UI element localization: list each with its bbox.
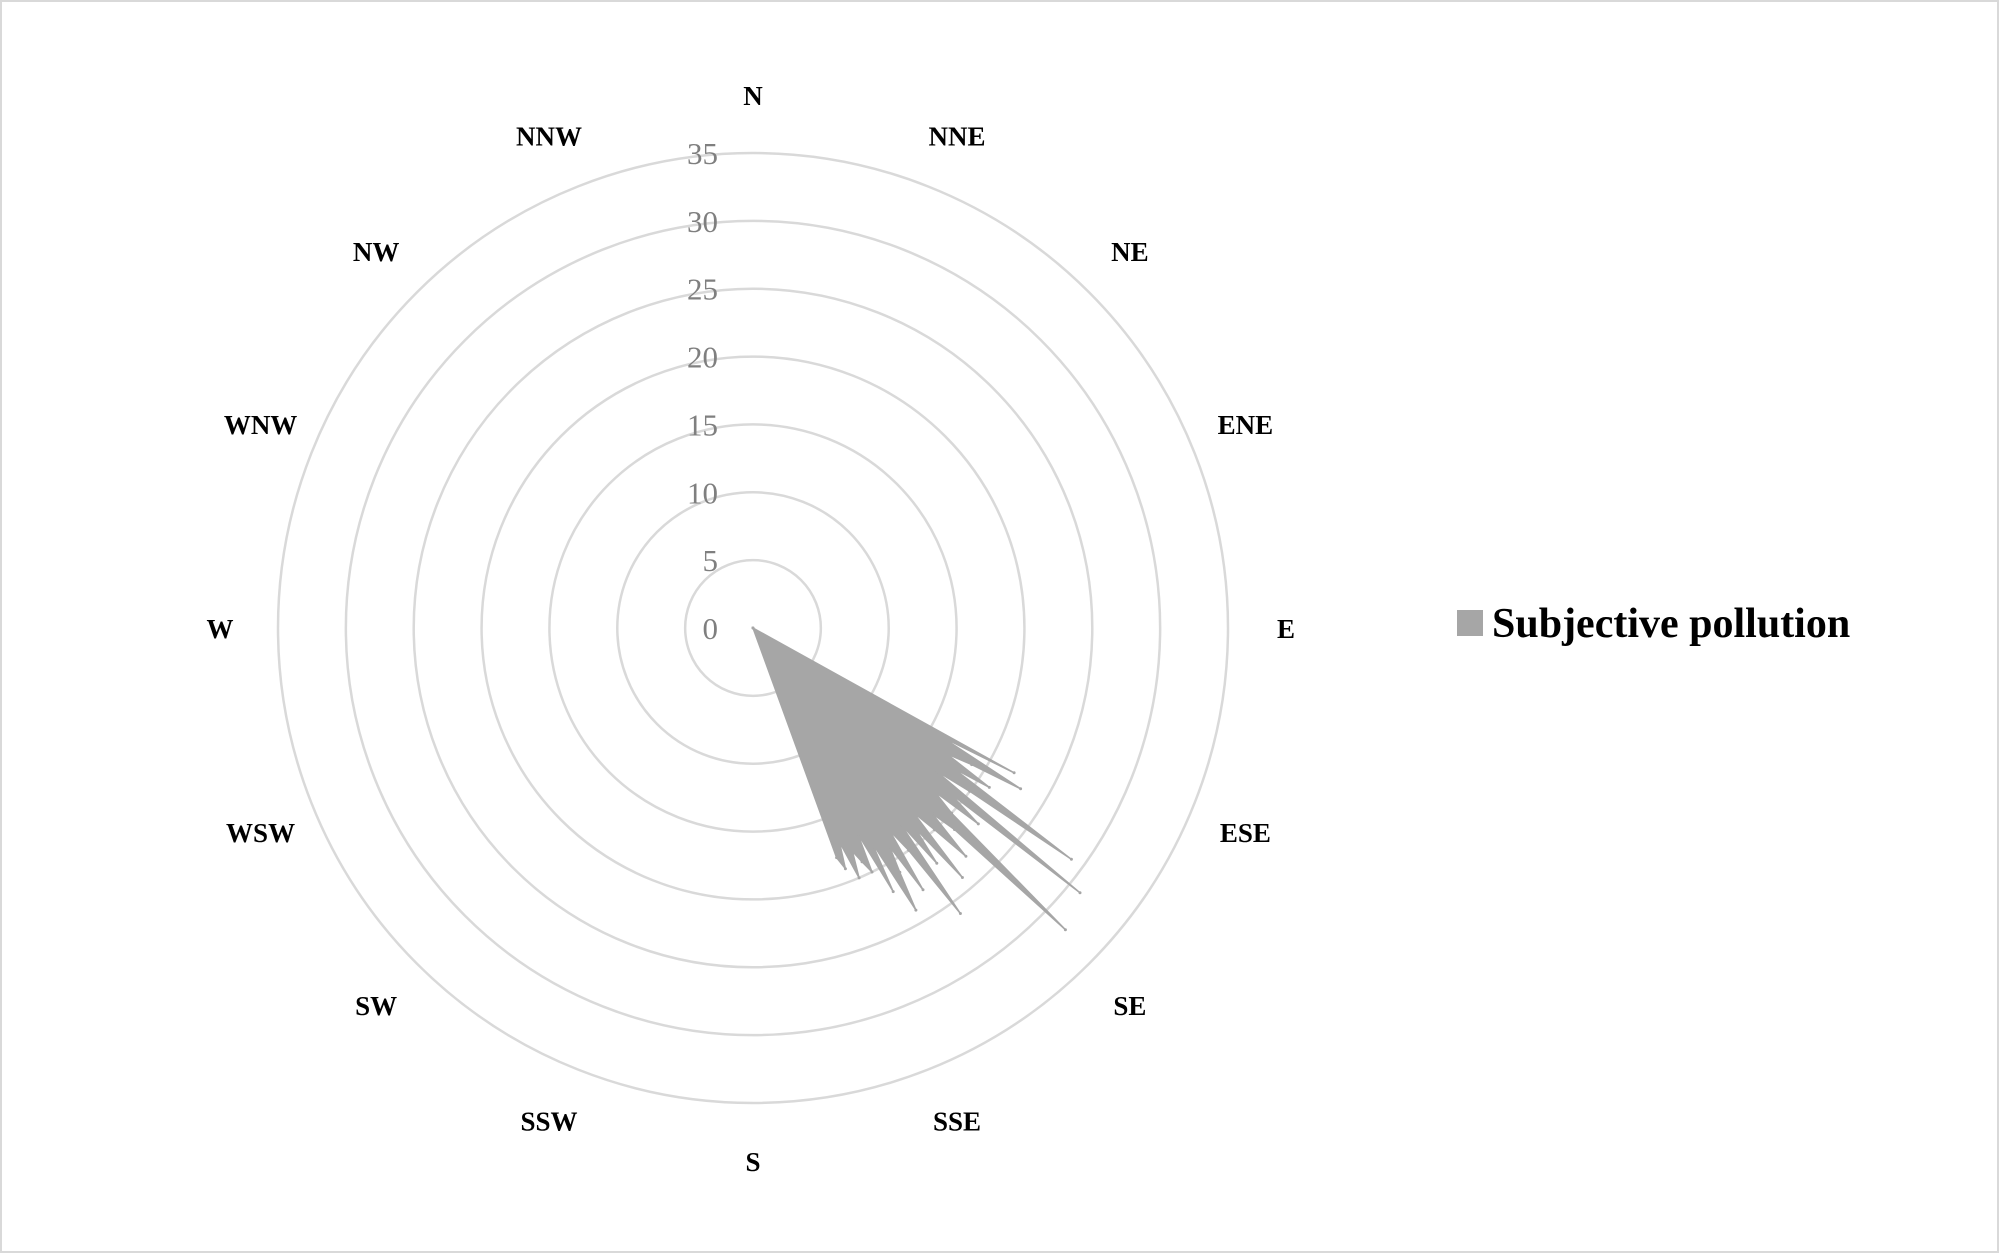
series-area-0 — [751, 626, 1081, 931]
data-point — [933, 828, 937, 832]
direction-label-nne: NNE — [928, 122, 985, 152]
data-point — [837, 840, 841, 844]
radial-grid — [276, 151, 1230, 1105]
data-point — [958, 912, 962, 915]
data-point — [1019, 787, 1023, 791]
legend-label: Subjective pollution — [1492, 601, 1850, 647]
direction-label-ssw: SSW — [521, 1106, 578, 1136]
direction-label-wsw: WSW — [226, 818, 295, 848]
data-point — [898, 821, 902, 825]
direction-label-sw: SW — [355, 991, 397, 1021]
direction-label-s: S — [745, 1147, 760, 1177]
direction-label-w: W — [207, 614, 234, 644]
direction-label-wnw: WNW — [224, 410, 298, 440]
data-point — [913, 826, 917, 830]
data-point — [860, 860, 864, 864]
data-point — [953, 828, 956, 831]
data-point — [869, 840, 873, 844]
grid-ring-25 — [412, 287, 1094, 969]
grid-ring-35 — [276, 151, 1230, 1105]
direction-label-ene: ENE — [1218, 410, 1274, 440]
data-point — [968, 789, 972, 793]
data-point — [1012, 771, 1016, 775]
series-layer — [751, 626, 1082, 932]
data-point — [914, 908, 918, 912]
data-point — [1069, 857, 1073, 861]
data-point — [960, 876, 964, 879]
radial-tick-label: 30 — [687, 204, 718, 239]
grid-ring-15 — [548, 423, 958, 833]
data-point — [870, 870, 874, 874]
data-point — [891, 890, 895, 894]
data-point — [933, 768, 937, 772]
data-point — [856, 832, 860, 836]
grid-ring-30 — [344, 219, 1162, 1037]
data-point — [751, 626, 755, 630]
data-point — [933, 790, 936, 793]
data-point — [850, 849, 854, 853]
radial-tick-label: 20 — [687, 340, 718, 375]
direction-label-ese: ESE — [1220, 818, 1271, 848]
data-point — [907, 848, 911, 852]
data-point — [911, 810, 915, 814]
radial-tick-label: 15 — [687, 407, 718, 442]
data-point — [976, 822, 980, 826]
direction-label-e: E — [1277, 614, 1295, 644]
direction-label-nnw: NNW — [516, 122, 582, 152]
data-point — [964, 854, 968, 858]
radial-tick-label: 25 — [687, 272, 718, 307]
data-point — [898, 870, 902, 874]
data-point — [1078, 891, 1082, 895]
direction-labels: N NNE NE ENE E ESE SE SSE S SSW SW WSW W WNW NW NNW — [207, 81, 1296, 1177]
data-point — [1063, 928, 1067, 932]
direction-label-ne: NE — [1111, 237, 1149, 267]
grid-ring-5 — [683, 558, 823, 698]
data-point — [935, 861, 939, 865]
data-point — [835, 856, 839, 860]
direction-label-sse: SSE — [933, 1106, 981, 1136]
data-point — [939, 735, 943, 739]
data-point — [888, 845, 892, 849]
data-point — [949, 792, 952, 796]
direction-label-n: N — [743, 81, 763, 111]
data-point — [857, 876, 861, 880]
radial-tick-label: 0 — [703, 611, 719, 646]
legend-swatch — [1457, 610, 1483, 636]
radial-tick-label: 35 — [687, 136, 718, 171]
data-point — [888, 829, 892, 832]
data-point — [987, 785, 991, 789]
radial-tick-label: 5 — [703, 543, 719, 578]
radial-tick-label: 10 — [687, 475, 718, 510]
data-point — [951, 766, 955, 770]
data-point — [930, 812, 934, 815]
grid-ring-20 — [480, 355, 1026, 901]
direction-label-se: SE — [1113, 991, 1146, 1021]
data-point — [950, 811, 953, 815]
legend: Subjective pollution — [1457, 601, 1850, 647]
direction-label-nw: NW — [353, 237, 400, 267]
data-point — [843, 867, 847, 871]
data-point — [921, 888, 925, 892]
data-point — [945, 752, 948, 756]
radial-tick-labels: 0 5 10 15 20 25 30 35 — [687, 136, 718, 646]
grid-ring-10 — [616, 491, 890, 765]
data-point — [970, 763, 974, 767]
